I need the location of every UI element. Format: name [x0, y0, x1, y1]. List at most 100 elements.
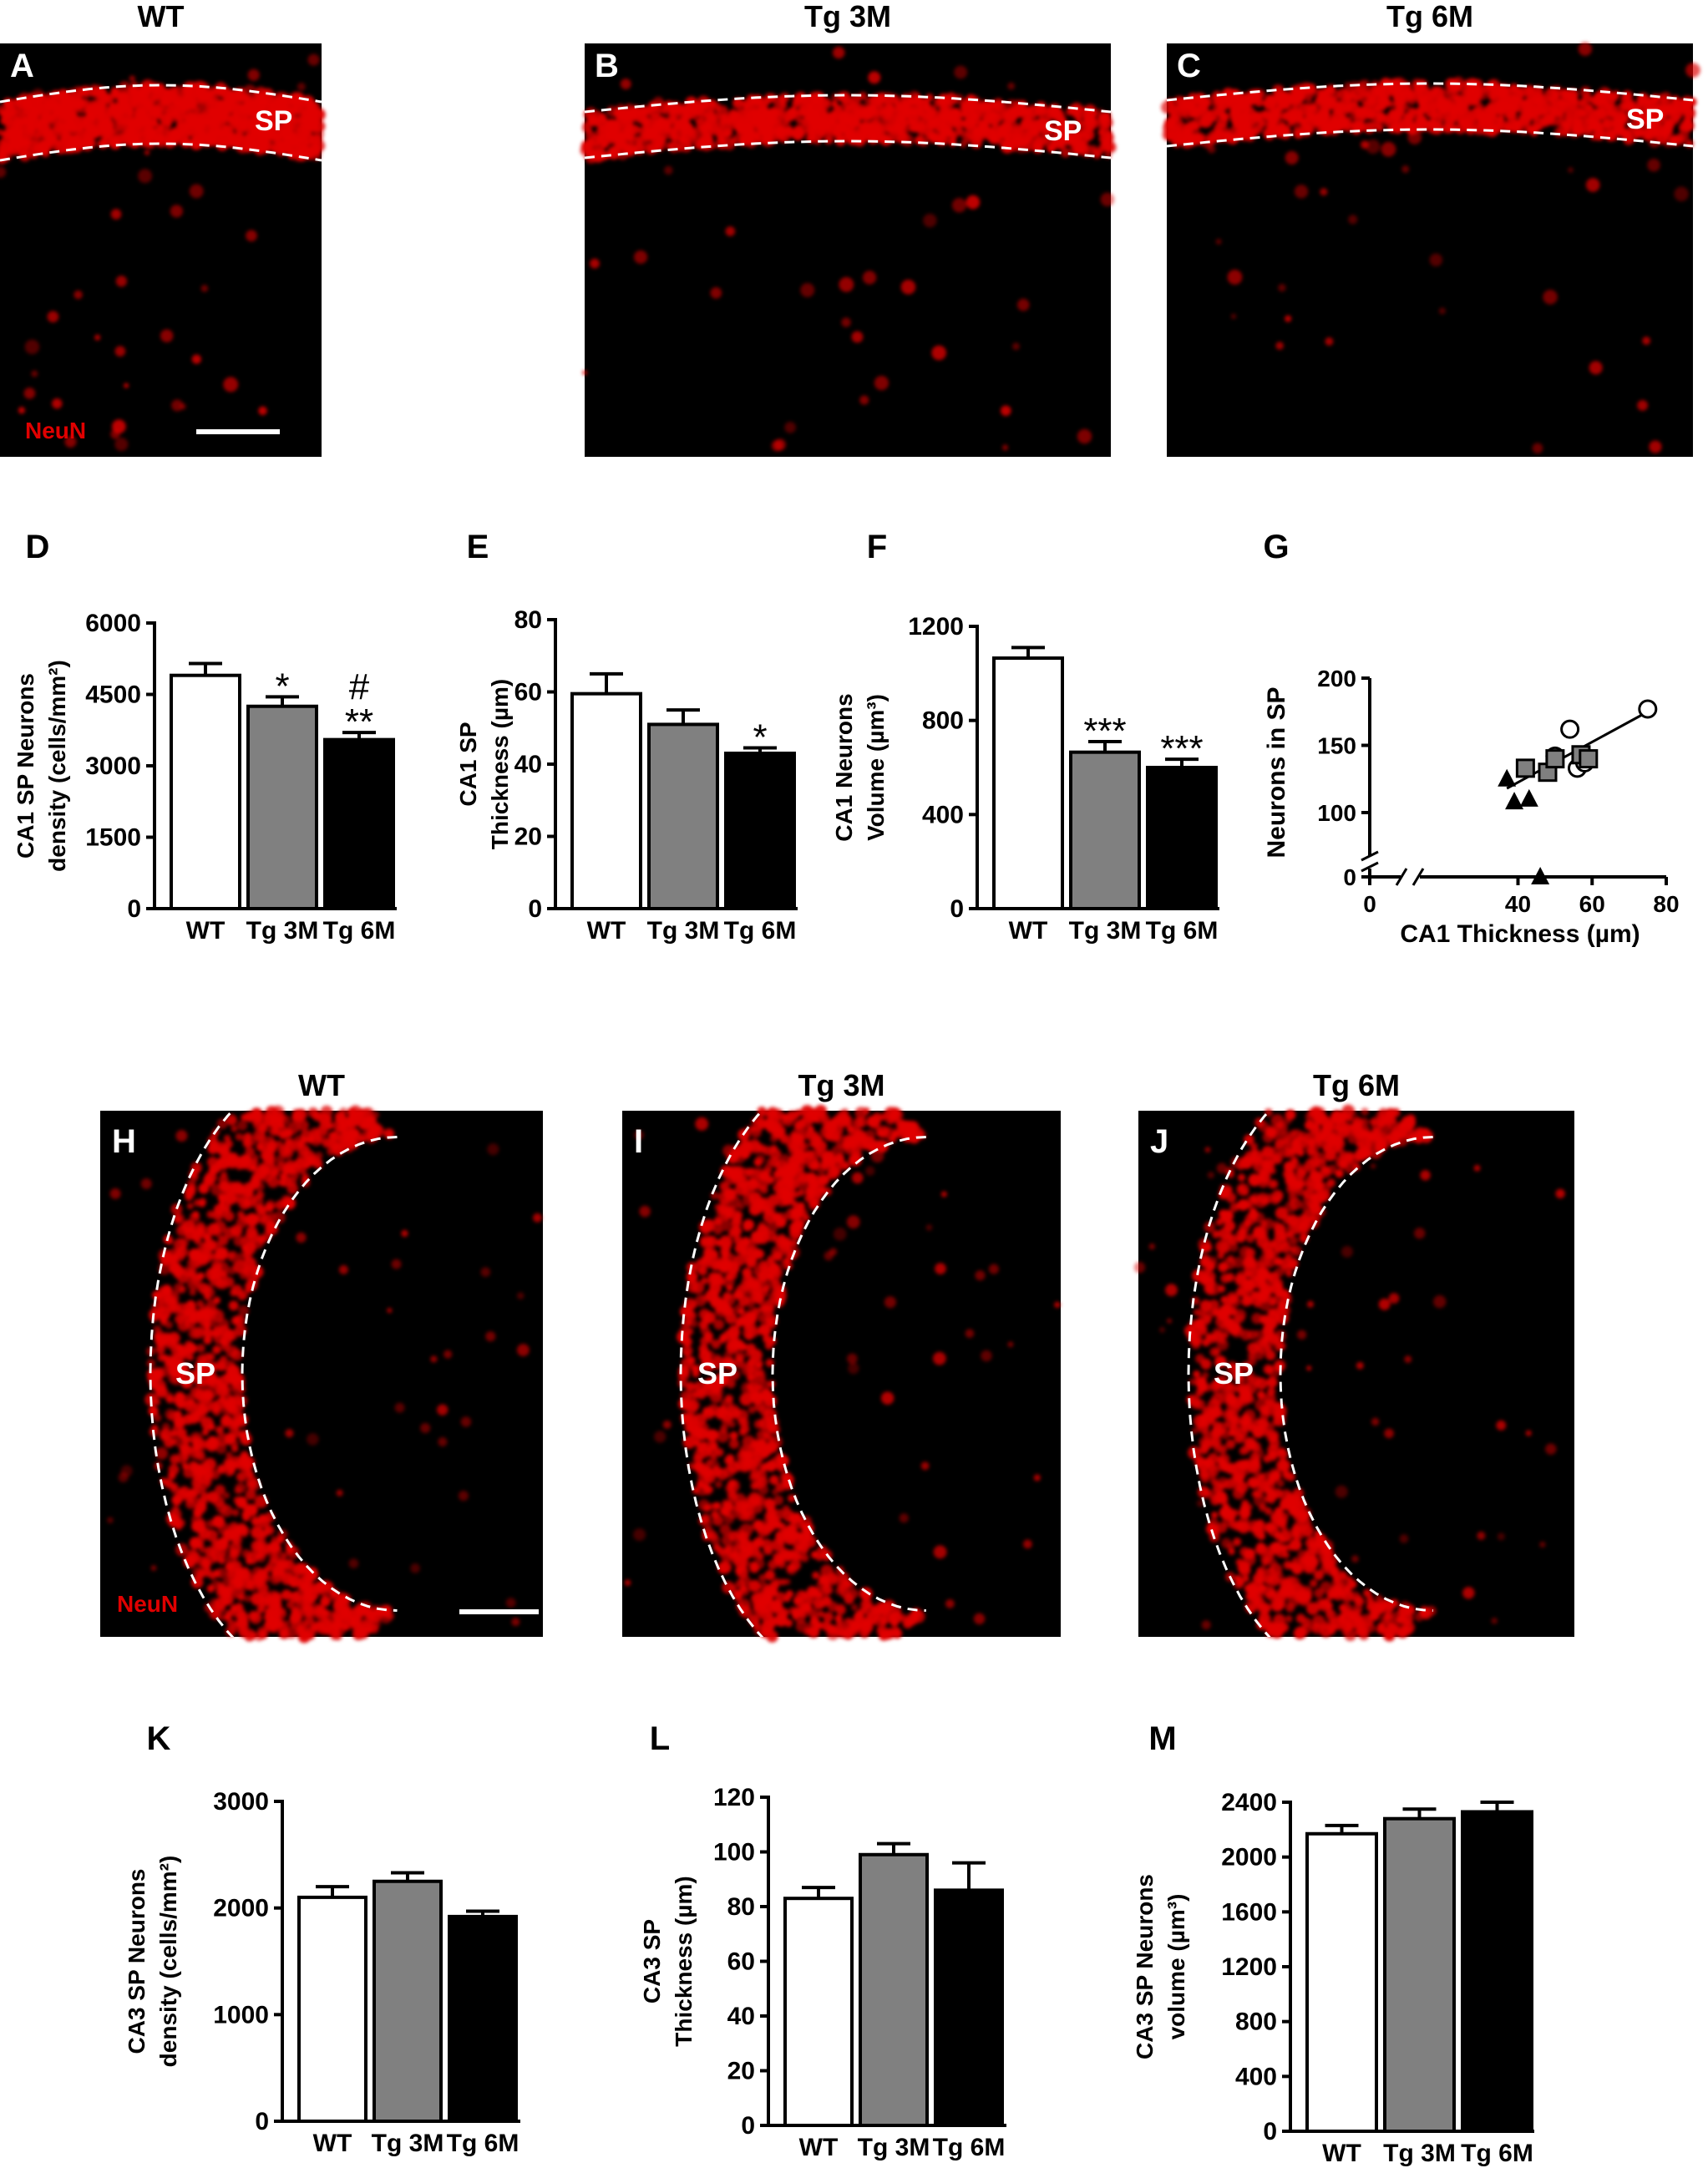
- y-tick-label: 100: [713, 1839, 755, 1867]
- y-tick-label: 1200: [908, 613, 964, 641]
- y-tick-label: 0: [1343, 864, 1356, 890]
- y-tick-label: 80: [514, 606, 542, 634]
- x-tick-label: Tg 6M: [447, 2130, 519, 2157]
- significance-marker: ***: [1160, 728, 1203, 769]
- x-tick-label: Tg 6M: [323, 917, 396, 945]
- scatter-point-square: [1515, 758, 1535, 778]
- x-tick-label: Tg 3M: [647, 917, 720, 945]
- bar: [570, 691, 642, 910]
- neuron-cells: [1161, 42, 1700, 454]
- bar: [1461, 1810, 1533, 2134]
- axis-break: [1395, 868, 1408, 886]
- stain-label: NeuN: [25, 418, 86, 443]
- y-tick-label: 0: [1263, 2118, 1277, 2145]
- micrograph-title: WT: [138, 0, 185, 33]
- neuron-cells: [0, 53, 327, 452]
- significance-marker: **: [345, 702, 373, 742]
- x-tick-label: 80: [1653, 891, 1679, 917]
- x-tick-label: WT: [799, 2134, 839, 2161]
- y-tick-label: 100: [1317, 800, 1356, 826]
- y-axis-label: volume (µm³): [1163, 1894, 1189, 2040]
- neuron-cells: [624, 1104, 1061, 1643]
- y-tick-label: 2000: [213, 1895, 269, 1922]
- y-tick-label: 2400: [1221, 1789, 1277, 1816]
- panel-letter: L: [650, 1720, 670, 1757]
- significance-marker: #: [349, 666, 370, 707]
- significance-marker: *: [275, 666, 289, 707]
- scatter-point-triangle: [1505, 792, 1524, 810]
- chart-panel-e: E 0 20 40 60 80 CA1 SP Thickness (µm) WT Tg 3M Tg …: [455, 529, 798, 945]
- sp-label: SP: [697, 1356, 737, 1390]
- y-axis-label: CA1 Neurons: [831, 693, 857, 841]
- y-axis-label: Thickness (µm): [671, 1876, 697, 2046]
- micrograph-panel-b: B SP Tg 3M: [580, 0, 1117, 457]
- neuron-cells: [580, 46, 1117, 452]
- bar: [724, 752, 796, 911]
- x-tick-label: Tg 6M: [1146, 917, 1219, 945]
- bar: [1305, 1831, 1378, 2133]
- micrograph-panel-i: I SP Tg 3M: [622, 1068, 1061, 1643]
- sp-boundary-line: [771, 1136, 926, 1612]
- sp-boundary-line: [679, 1111, 764, 1637]
- panel-letter: D: [26, 529, 50, 565]
- y-tick-label: 800: [1235, 2008, 1277, 2036]
- y-axis-label: Thickness (µm): [487, 679, 513, 849]
- micrograph-title: WT: [298, 1068, 345, 1102]
- y-tick-label: 0: [127, 895, 141, 923]
- sp-boundary-line: [1166, 128, 1694, 148]
- y-axis-label: CA3 SP: [639, 1919, 665, 2003]
- bar: [448, 1914, 518, 2123]
- bar: [783, 1897, 854, 2128]
- y-tick-label: 2000: [1221, 1844, 1277, 1872]
- sp-boundary-line: [241, 1136, 398, 1612]
- x-tick-label: Tg 3M: [372, 2130, 444, 2157]
- scatter-point-circle: [1638, 699, 1658, 719]
- chart-panel-k: K 0 1000 2000 3000 CA3 SP Neurons density (cel…: [124, 1720, 520, 2157]
- bar: [934, 1888, 1004, 2128]
- significance-marker: ***: [1083, 711, 1126, 752]
- sp-boundary-line: [1279, 1136, 1433, 1612]
- sp-label: SP: [1626, 104, 1664, 135]
- significance-marker: *: [753, 717, 767, 758]
- bar: [297, 1895, 367, 2123]
- x-tick-label: WT: [313, 2130, 352, 2157]
- sp-boundary-line: [0, 142, 322, 162]
- scatter-point-triangle: [1498, 768, 1517, 787]
- y-tick-label: 1200: [1221, 1953, 1277, 1981]
- x-tick-label: Tg 6M: [933, 2134, 1006, 2161]
- sp-boundary-line: [584, 94, 1112, 114]
- x-tick-label: Tg 3M: [858, 2134, 930, 2161]
- y-tick-label: 40: [514, 751, 542, 778]
- y-axis-label: Volume (µm³): [863, 694, 889, 841]
- scatter-point-square: [1545, 749, 1565, 769]
- y-axis-label: Neurons in SP: [1263, 686, 1290, 858]
- x-tick-label: WT: [1009, 917, 1048, 945]
- sp-label: SP: [175, 1356, 215, 1390]
- x-axis-label: CA1 Thickness (µm): [1400, 920, 1640, 948]
- y-tick-label: 6000: [85, 610, 141, 637]
- x-tick-label: Tg 6M: [724, 917, 797, 945]
- micrograph-panel-h: H SP WT NeuN: [100, 1068, 543, 1644]
- y-tick-label: 4500: [85, 681, 141, 709]
- y-tick-label: 60: [727, 1948, 755, 1976]
- y-tick-label: 400: [922, 801, 964, 828]
- bar: [859, 1852, 929, 2127]
- micrograph-title: Tg 6M: [1386, 0, 1473, 33]
- x-tick-label: WT: [587, 917, 626, 945]
- y-tick-label: 80: [727, 1893, 755, 1921]
- y-tick-label: 200: [1317, 666, 1356, 691]
- sp-boundary-line: [1166, 82, 1694, 102]
- bar: [1383, 1816, 1456, 2133]
- neuron-cells: [1133, 1104, 1565, 1642]
- x-tick-label: Tg 3M: [1069, 917, 1142, 945]
- y-tick-label: 1600: [1221, 1898, 1277, 1926]
- y-tick-label: 1500: [85, 824, 141, 852]
- y-tick-label: 800: [922, 707, 964, 735]
- y-tick-label: 400: [1235, 2063, 1277, 2090]
- y-tick-label: 0: [950, 895, 964, 923]
- bar: [992, 656, 1064, 911]
- y-tick-label: 60: [514, 679, 542, 707]
- x-tick-label: Tg 6M: [1461, 2140, 1533, 2167]
- y-axis-label: density (cells/mm²): [44, 660, 70, 872]
